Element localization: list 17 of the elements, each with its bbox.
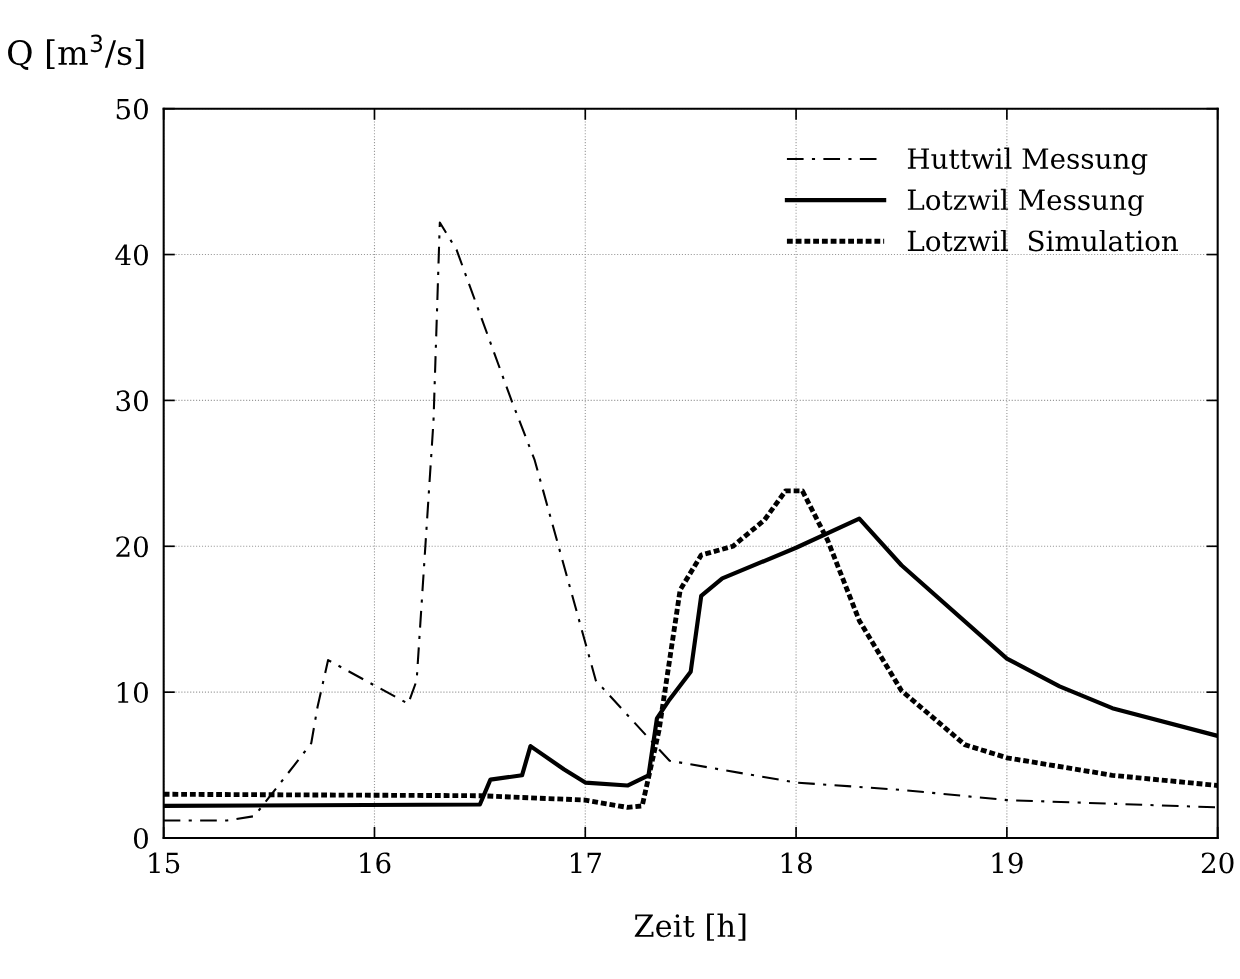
x-tick-label: 20	[1201, 852, 1234, 874]
x-tick-label: 16	[360, 852, 391, 874]
x-axis-title: Zeit [h]	[634, 913, 746, 941]
y-tick-label: 10	[117, 682, 148, 704]
y-tick-label: 40	[115, 244, 148, 266]
y-tick-label: 50	[116, 98, 148, 120]
legend-label: Lotzwil Simulation	[907, 229, 1179, 252]
y-tick-label: 30	[116, 390, 148, 412]
x-tick-label: 17	[571, 852, 601, 874]
y-tick-label: 20	[116, 536, 148, 558]
y-tick-label: 0	[133, 827, 148, 849]
x-tick-label: 19	[992, 852, 1023, 874]
x-tick-label: 15	[149, 852, 180, 874]
legend-label: Huttwil Messung	[907, 147, 1148, 175]
x-tick-label: 18	[781, 852, 812, 874]
legend-label: Lotzwil Messung	[907, 188, 1144, 216]
y-axis-title: Q [m$^{3}$/s]	[8, 34, 144, 70]
